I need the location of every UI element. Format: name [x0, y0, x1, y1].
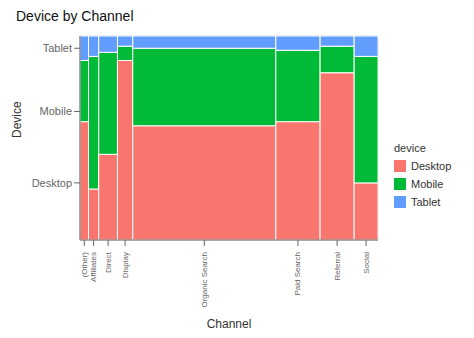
svg-text:Mobile: Mobile — [40, 105, 72, 117]
svg-text:Channel: Channel — [207, 317, 252, 328]
svg-text:Affiliates: Affiliates — [89, 252, 98, 282]
svg-text:Display: Display — [121, 252, 130, 278]
svg-text:Referral: Referral — [333, 252, 342, 281]
svg-text:(Other): (Other) — [80, 252, 89, 278]
svg-text:Paid Search: Paid Search — [293, 252, 302, 296]
html-text:Tablet: Tablet — [411, 196, 441, 208]
html-text:Desktop: Desktop — [411, 160, 452, 172]
svg-text:Organic Search: Organic Search — [200, 252, 209, 308]
svg-text:Social: Social — [362, 252, 371, 274]
html-text:Device by Channel: Device by Channel — [16, 8, 134, 24]
svg-text:Direct: Direct — [104, 251, 113, 273]
svg-text:Device: Device — [10, 101, 24, 138]
svg-text:Desktop: Desktop — [32, 177, 72, 189]
html-text:Mobile: Mobile — [411, 178, 444, 190]
svg-text:Tablet: Tablet — [43, 42, 72, 54]
html-text:device: device — [394, 142, 426, 154]
